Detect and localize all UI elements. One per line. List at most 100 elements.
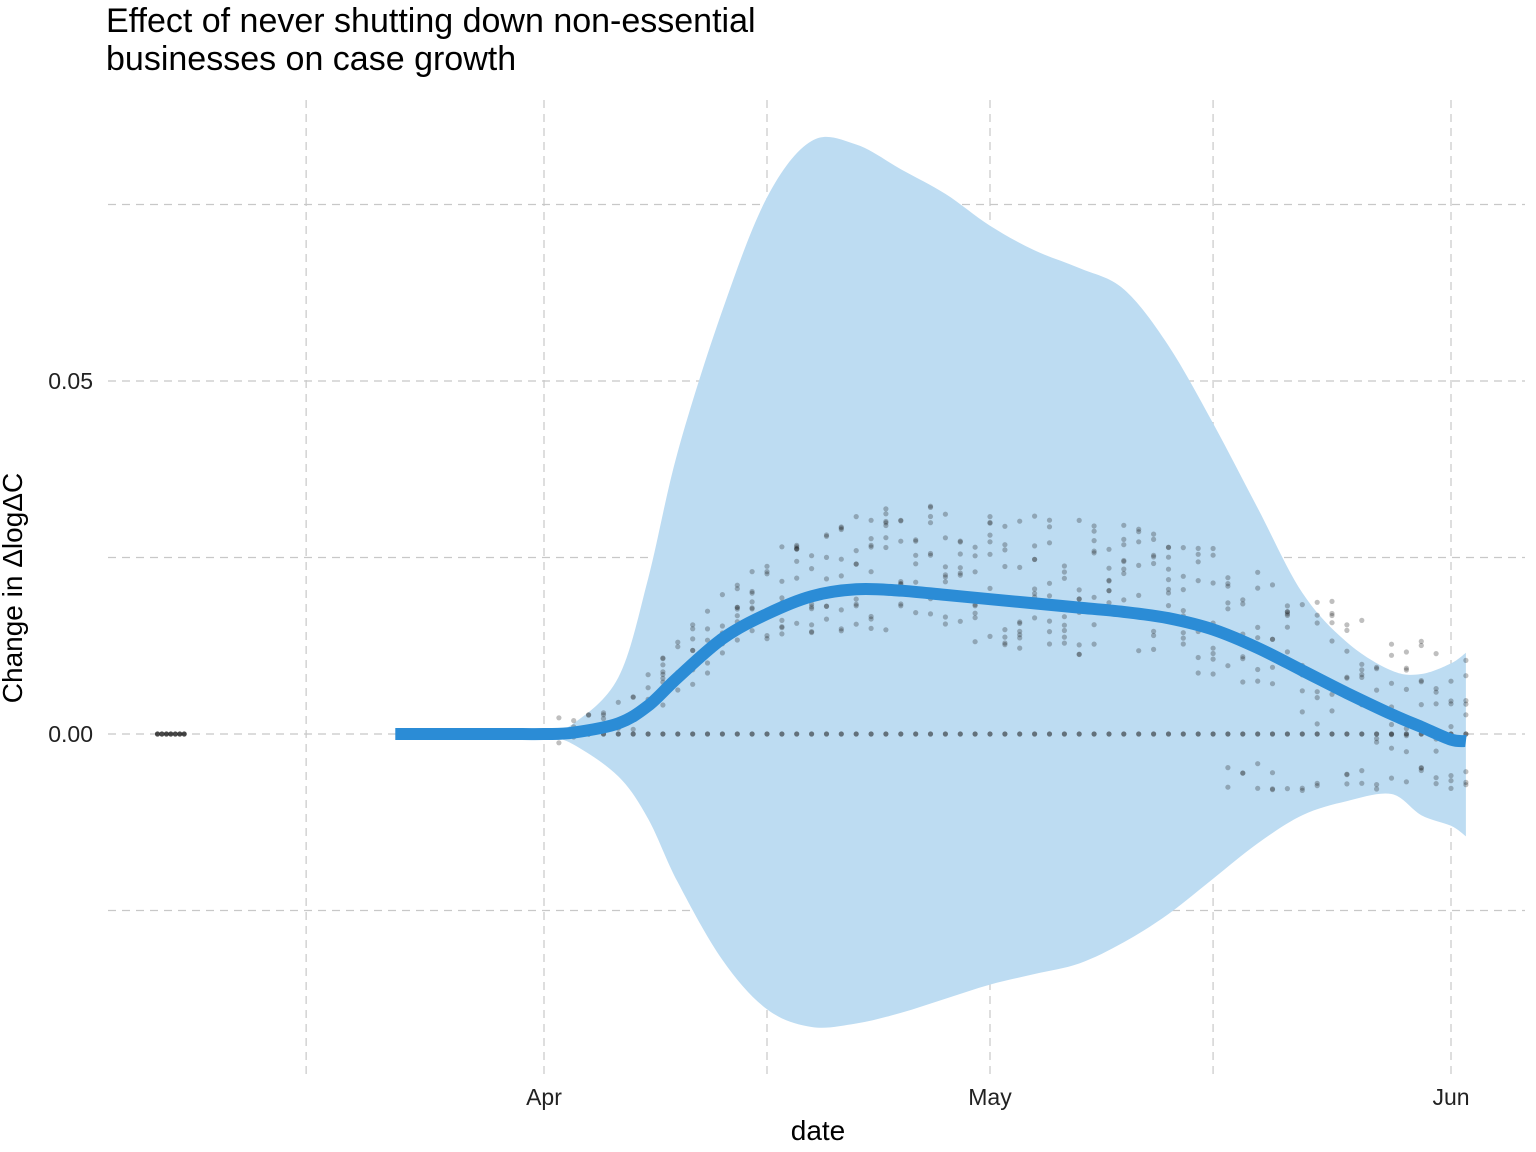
scatter-point-223 bbox=[957, 539, 963, 545]
scatter-point-307 bbox=[1106, 565, 1112, 571]
scatter-point-420 bbox=[1284, 609, 1290, 615]
scatter-point-127 bbox=[809, 629, 815, 635]
scatter-point-269 bbox=[1046, 731, 1053, 737]
scatter-point-28 bbox=[630, 694, 636, 700]
scatter-point-125 bbox=[809, 731, 815, 737]
scatter-point-515 bbox=[1448, 678, 1454, 684]
scatter-point-415 bbox=[1284, 612, 1290, 619]
scatter-point-258 bbox=[1017, 628, 1023, 634]
y-axis-label: Change in ΔlogΔC bbox=[0, 473, 28, 703]
scatter-point-116 bbox=[794, 731, 800, 737]
scatter-point-441 bbox=[1329, 610, 1335, 617]
scatter-point-189 bbox=[913, 561, 919, 567]
scatter-point-381 bbox=[1225, 663, 1231, 669]
scatter-point-97 bbox=[749, 599, 755, 605]
scatter-point-304 bbox=[1091, 523, 1097, 529]
scatter-point-0 bbox=[154, 731, 161, 737]
scatter-point-141 bbox=[823, 532, 830, 538]
scatter-point-200 bbox=[927, 503, 934, 509]
scatter-point-73 bbox=[719, 623, 726, 629]
scatter-point-257 bbox=[1017, 620, 1023, 627]
scatter-point-406 bbox=[1269, 582, 1276, 588]
scatter-point-318 bbox=[1121, 557, 1127, 564]
scatter-point-506 bbox=[1433, 701, 1439, 707]
scatter-point-270 bbox=[1046, 593, 1053, 599]
scatter-point-104 bbox=[764, 633, 770, 639]
scatter-point-492 bbox=[1403, 667, 1409, 673]
scatter-point-416 bbox=[1284, 624, 1290, 630]
scatter-point-523 bbox=[1463, 701, 1469, 707]
scatter-point-349 bbox=[1165, 544, 1172, 550]
scatter-point-295 bbox=[1076, 596, 1082, 602]
scatter-point-395 bbox=[1255, 731, 1261, 737]
scatter-point-156 bbox=[853, 596, 859, 602]
scatter-point-302 bbox=[1091, 594, 1097, 600]
scatter-point-438 bbox=[1314, 612, 1320, 618]
y-tick-label-0: 0.00 bbox=[48, 721, 93, 747]
scatter-point-276 bbox=[1046, 524, 1053, 530]
scatter-point-322 bbox=[1121, 597, 1127, 603]
scatter-point-458 bbox=[1359, 731, 1365, 737]
scatter-point-471 bbox=[1374, 664, 1380, 670]
scatter-point-89 bbox=[749, 731, 755, 737]
scatter-point-147 bbox=[838, 556, 844, 562]
scatter-point-254 bbox=[1017, 645, 1023, 651]
scatter-point-331 bbox=[1136, 562, 1142, 569]
scatter-point-202 bbox=[927, 520, 934, 526]
scatter-point-265 bbox=[1032, 590, 1038, 597]
scatter-point-37 bbox=[660, 702, 666, 708]
scatter-point-203 bbox=[927, 513, 934, 520]
scatter-point-431 bbox=[1314, 731, 1320, 737]
scatter-point-239 bbox=[987, 520, 993, 526]
scatter-point-346 bbox=[1165, 603, 1172, 609]
scatter-point-337 bbox=[1151, 628, 1157, 634]
scatter-point-500 bbox=[1418, 678, 1424, 684]
scatter-point-131 bbox=[809, 566, 815, 572]
scatter-point-301 bbox=[1091, 550, 1097, 556]
scatter-point-224 bbox=[972, 731, 978, 737]
scatter-point-133 bbox=[809, 553, 815, 559]
scatter-point-404 bbox=[1269, 731, 1276, 737]
scatter-point-241 bbox=[987, 514, 993, 520]
scatter-point-152 bbox=[853, 731, 859, 737]
scatter-point-237 bbox=[987, 532, 993, 538]
scatter-point-42 bbox=[660, 675, 666, 681]
scatter-point-429 bbox=[1299, 709, 1305, 715]
scatter-point-315 bbox=[1121, 558, 1127, 565]
scatter-point-314 bbox=[1121, 731, 1127, 737]
scatter-point-34 bbox=[645, 672, 651, 678]
scatter-point-178 bbox=[883, 535, 889, 541]
scatter-point-81 bbox=[734, 613, 740, 619]
scatter-point-344 bbox=[1165, 566, 1172, 572]
scatter-point-491 bbox=[1403, 649, 1409, 655]
scatter-point-129 bbox=[809, 622, 815, 628]
scatter-point-279 bbox=[1061, 634, 1067, 640]
scatter-point-228 bbox=[972, 615, 978, 621]
scatter-point-518 bbox=[1448, 785, 1454, 792]
scatter-point-493 bbox=[1403, 733, 1409, 739]
scatter-point-460 bbox=[1359, 674, 1365, 681]
scatter-point-443 bbox=[1329, 612, 1335, 619]
scatter-point-456 bbox=[1344, 772, 1350, 778]
scatter-point-382 bbox=[1225, 583, 1231, 589]
scatter-point-71 bbox=[719, 731, 726, 737]
scatter-point-217 bbox=[957, 551, 963, 557]
scatter-point-376 bbox=[1210, 545, 1216, 552]
scatter-point-374 bbox=[1210, 650, 1216, 657]
scatter-point-375 bbox=[1210, 645, 1216, 651]
scatter-point-527 bbox=[1463, 779, 1469, 786]
scatter-point-111 bbox=[779, 544, 785, 550]
scatter-point-351 bbox=[1180, 630, 1186, 636]
scatter-point-67 bbox=[704, 670, 711, 676]
scatter-point-449 bbox=[1344, 731, 1350, 737]
scatter-point-379 bbox=[1225, 765, 1231, 771]
scatter-point-95 bbox=[749, 588, 755, 595]
scatter-point-474 bbox=[1374, 687, 1380, 693]
scatter-point-467 bbox=[1374, 731, 1380, 737]
scatter-point-464 bbox=[1359, 617, 1365, 624]
scatter-point-192 bbox=[913, 537, 919, 543]
scatter-point-250 bbox=[1002, 634, 1008, 640]
scatter-point-238 bbox=[987, 519, 993, 526]
scatter-point-93 bbox=[749, 569, 755, 575]
scatter-point-394 bbox=[1240, 597, 1246, 603]
